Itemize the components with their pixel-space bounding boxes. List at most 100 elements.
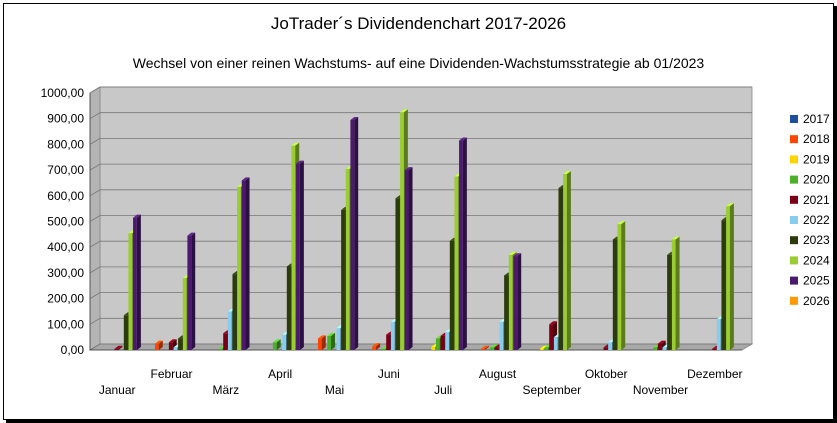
legend-swatch-2019	[790, 155, 798, 164]
legend-label-2020: 2020	[803, 173, 830, 187]
y-tick-label: 400,00	[47, 240, 84, 254]
bar-2023-Juli	[449, 240, 454, 350]
bar-2024-September	[563, 173, 567, 350]
x-tick-label: Februar	[150, 367, 192, 381]
bar-2023-März	[232, 274, 237, 350]
bar-side-2021-Januar	[118, 345, 123, 350]
bar-top-2024-Juni	[400, 109, 408, 113]
bar-top-2025-Januar	[133, 214, 141, 218]
bar-side-2025-März	[245, 177, 250, 350]
legend-label-2024: 2024	[803, 253, 830, 267]
bar-top-2025-August	[513, 253, 522, 257]
bar-top-2018-Juni	[372, 343, 381, 347]
bar-side-2025-August	[517, 253, 522, 350]
bar-2019-Juli	[431, 346, 436, 350]
legend-swatch-2017	[790, 115, 798, 123]
bar-top-2020-August	[490, 344, 499, 348]
bar-side-2024-Dezember	[729, 203, 734, 350]
bar-2023-November	[667, 254, 671, 350]
y-tick-label: 1000,00	[41, 86, 85, 100]
bar-2020-April	[272, 342, 277, 350]
bar-side-2020-Mai	[331, 332, 336, 350]
bar-2021-Juli	[440, 335, 445, 350]
x-tick-label: März	[212, 383, 239, 397]
bar-top-2024-Oktober	[617, 221, 626, 225]
bar-2023-April	[286, 266, 291, 350]
bar-top-2024-September	[563, 170, 571, 174]
gridline	[89, 189, 752, 197]
bar-2020-Mai	[327, 335, 332, 350]
y-tick-label: 900,00	[47, 112, 84, 126]
bar-2020-Juli	[435, 338, 440, 350]
bar-2023-Oktober	[612, 239, 617, 350]
bar-side-2025-Mai	[354, 116, 359, 350]
bar-2022-Februar	[173, 347, 178, 350]
bar-2022-April	[282, 334, 286, 350]
bar-side-2025-Januar	[136, 214, 141, 350]
bar-2018-Mai	[317, 338, 322, 350]
bar-2022-Juli	[445, 332, 449, 350]
gridline	[89, 137, 752, 145]
bar-2021-September	[549, 324, 553, 350]
gridline	[89, 163, 752, 171]
bar-2021-Februar	[168, 342, 173, 350]
y-tick-label: 700,00	[47, 163, 84, 177]
bar-2020-Juni	[381, 348, 386, 350]
y-tick-label: 0,00	[61, 343, 85, 357]
bar-2023-August	[504, 275, 508, 350]
x-tick-label: Dezember	[687, 367, 742, 381]
bar-2025-August	[513, 256, 518, 350]
bar-side-2025-Februar	[191, 232, 196, 350]
bar-side-2024-November	[675, 236, 680, 350]
gridline	[89, 240, 752, 248]
bar-2020-November	[653, 347, 658, 350]
legend-label-2025: 2025	[803, 274, 830, 288]
x-tick-label: April	[268, 367, 292, 381]
bar-2020-August	[490, 347, 495, 350]
y-tick-label: 100,00	[47, 317, 84, 331]
legend-label-2019: 2019	[803, 152, 830, 166]
bar-2024-März	[237, 186, 241, 350]
bar-2023-Dezember	[721, 220, 726, 350]
gridline	[89, 343, 752, 351]
legend-swatch-2021	[790, 195, 798, 204]
legend-swatch-2018	[790, 135, 798, 144]
bar-top-2024-Dezember	[726, 203, 734, 207]
x-tick-label: Oktober	[585, 367, 628, 381]
bar-side-2025-Juli	[462, 137, 467, 350]
bar-top-2025-April	[296, 160, 304, 164]
bar-2023-Juni	[395, 198, 400, 350]
bar-2020-März	[218, 348, 223, 350]
bar-2022-März	[227, 311, 232, 350]
x-tick-label: Januar	[99, 383, 136, 397]
bar-2025-Januar	[133, 217, 137, 350]
bar-2022-September	[553, 337, 558, 350]
bar-2021-August	[494, 347, 499, 350]
y-tick-label: 600,00	[47, 189, 84, 203]
y-tick-label: 300,00	[47, 266, 84, 280]
bar-top-2025-Juni	[404, 167, 413, 171]
bar-top-2021-September	[549, 321, 557, 325]
bar-side-2020-April	[276, 339, 281, 350]
legend-label-2017: 2017	[803, 112, 830, 126]
bar-top-2021-Februar	[168, 339, 177, 343]
gridline	[89, 266, 752, 274]
bar-2024-Juli	[454, 176, 459, 350]
x-tick-label: Juni	[378, 367, 400, 381]
bar-2024-Februar	[182, 278, 187, 350]
bar-2018-Juni	[372, 346, 377, 350]
y-tick-label: 800,00	[47, 137, 84, 151]
bar-2021-November	[657, 343, 662, 350]
gridline	[89, 317, 752, 325]
legend-label-2023: 2023	[803, 233, 830, 247]
bar-2024-April	[291, 145, 296, 350]
gridline	[89, 112, 752, 120]
x-tick-label: Mai	[325, 383, 344, 397]
x-tick-label: August	[479, 367, 517, 381]
bar-top-2019-September	[539, 345, 548, 349]
bar-2024-August	[508, 254, 513, 350]
bar-top-2021-Januar	[114, 345, 123, 349]
bar-top-2024-April	[291, 142, 300, 146]
x-tick-label: September	[522, 383, 581, 397]
x-tick-label: November	[633, 383, 688, 397]
